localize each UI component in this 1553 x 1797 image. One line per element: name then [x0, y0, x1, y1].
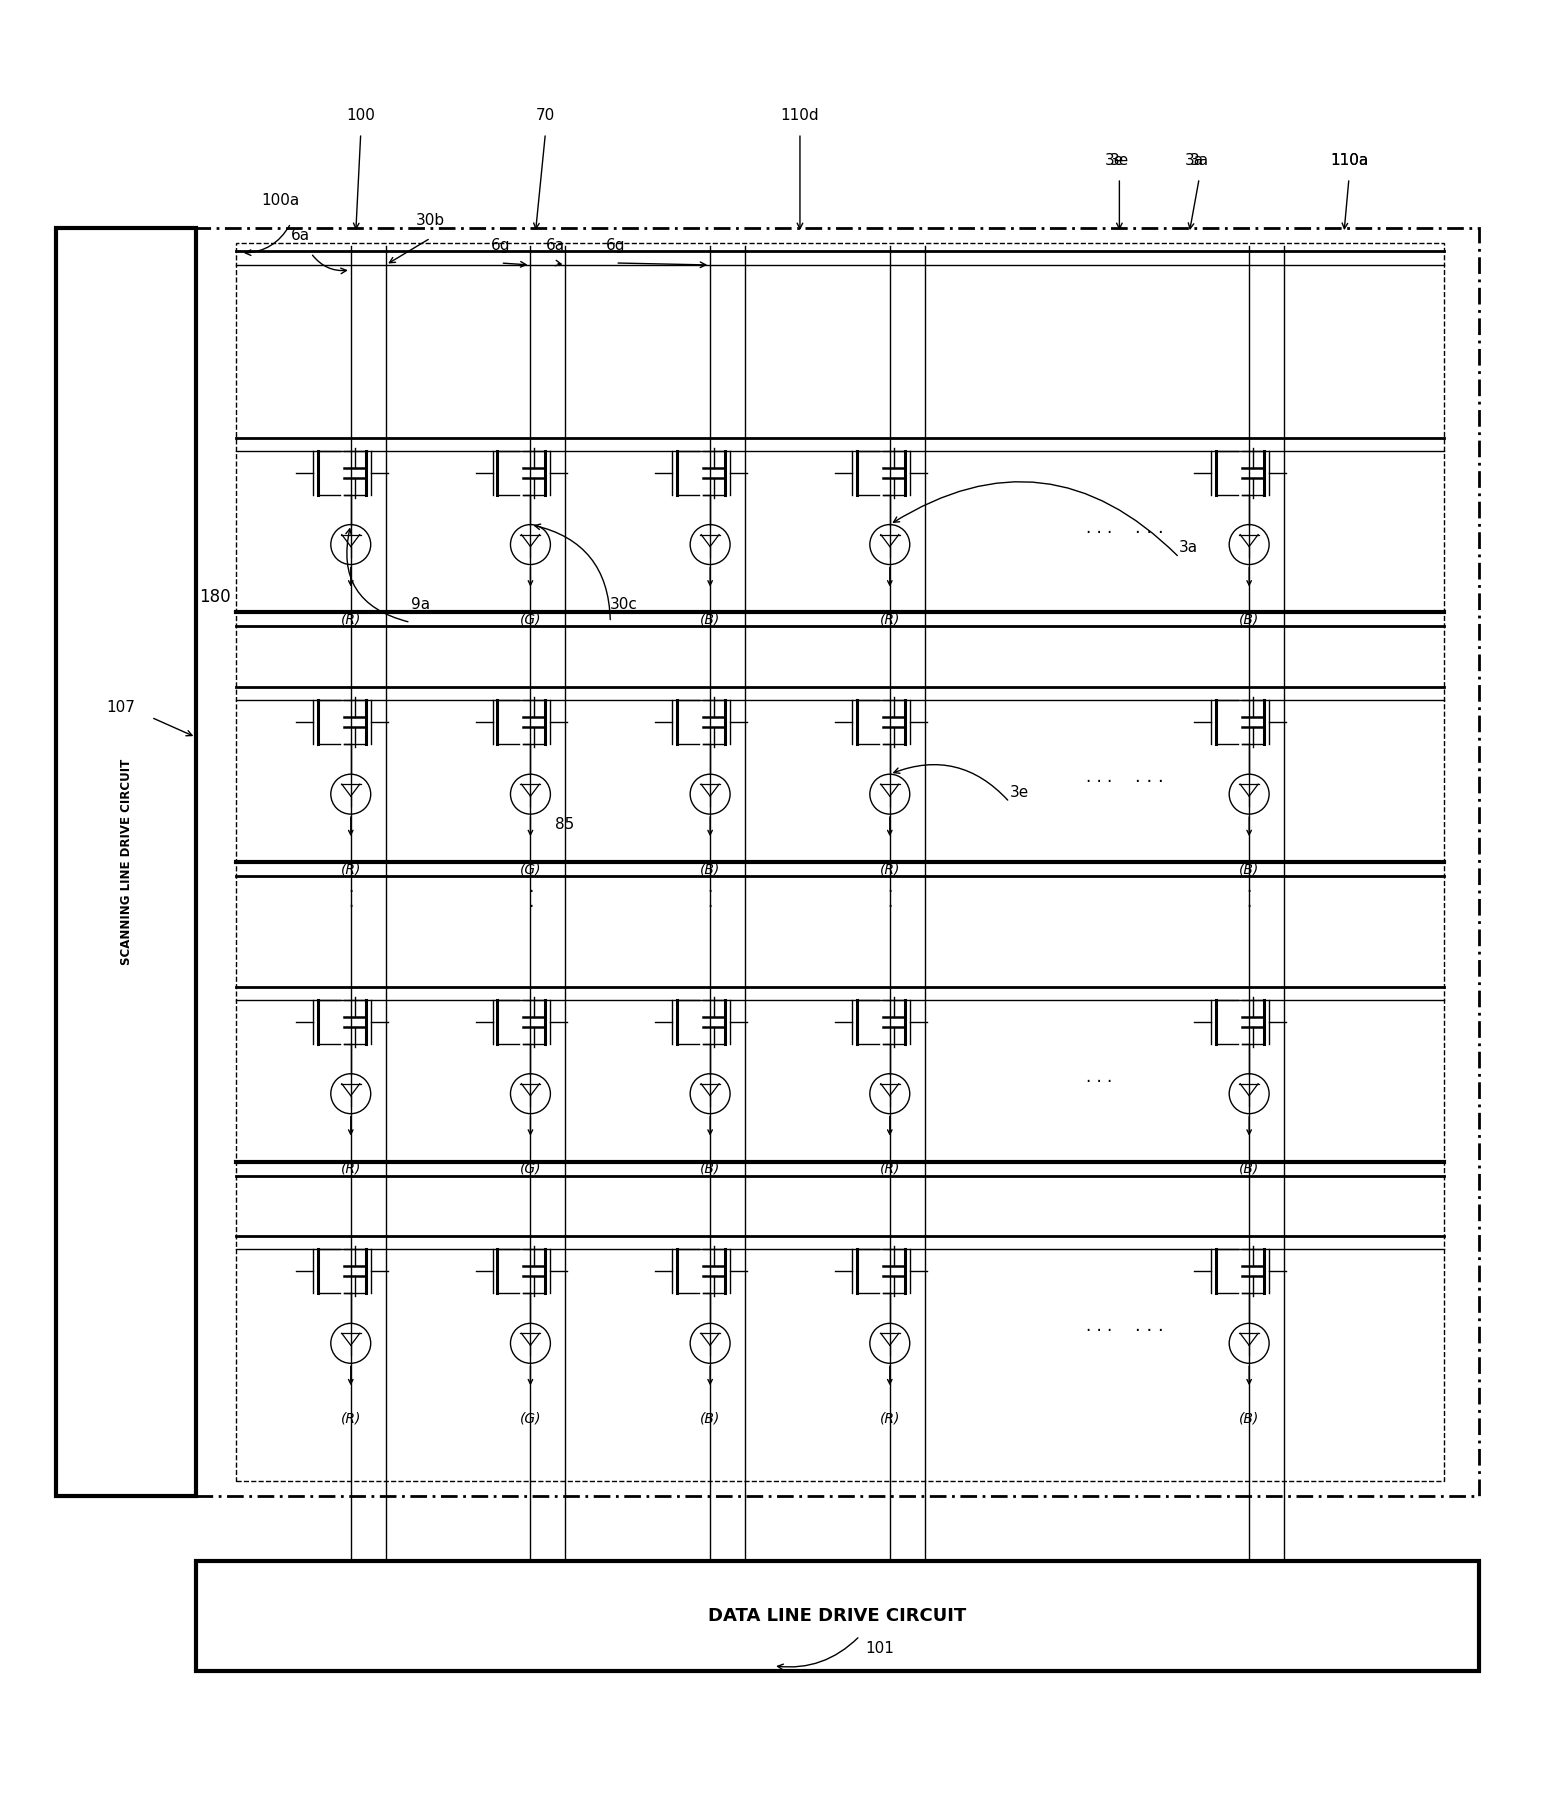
Text: 6g: 6g	[491, 237, 511, 253]
Text: 107: 107	[107, 699, 135, 715]
Text: 3a: 3a	[1179, 541, 1199, 555]
Text: · · ·: · · ·	[1135, 773, 1163, 791]
Text: (B): (B)	[700, 1161, 721, 1175]
Text: · · ·: · · ·	[1135, 523, 1163, 541]
Text: 85: 85	[556, 818, 575, 832]
Text: 3a: 3a	[1190, 153, 1208, 169]
Text: 110a: 110a	[1329, 153, 1368, 169]
Text: 110a: 110a	[1329, 153, 1368, 169]
Text: ·
·
·: · · ·	[887, 868, 893, 916]
Text: 30c: 30c	[610, 597, 638, 613]
Text: (B): (B)	[700, 1411, 721, 1425]
Text: 3e: 3e	[1009, 785, 1028, 800]
Text: (G): (G)	[520, 613, 540, 627]
Text: 100a: 100a	[261, 192, 300, 208]
Text: · · ·: · · ·	[1135, 1323, 1163, 1341]
Text: · · ·: · · ·	[1086, 1323, 1112, 1341]
Text: · · ·: · · ·	[1086, 523, 1112, 541]
Text: · · ·: · · ·	[1086, 1073, 1112, 1091]
Text: ·
·
·: · · ·	[528, 868, 533, 916]
Text: 70: 70	[536, 108, 554, 124]
Text: ·
·
·: · · ·	[1247, 868, 1252, 916]
Text: (B): (B)	[700, 863, 721, 877]
Text: (R): (R)	[879, 863, 901, 877]
Text: (B): (B)	[700, 613, 721, 627]
Text: ·
·
·: · · ·	[348, 868, 354, 916]
Text: 3e: 3e	[1110, 153, 1129, 169]
Text: 3a: 3a	[1185, 153, 1204, 169]
Text: 6a: 6a	[292, 228, 311, 243]
Text: (R): (R)	[879, 1161, 901, 1175]
Text: (R): (R)	[340, 613, 360, 627]
Bar	[56, 228, 196, 1497]
Bar	[236, 243, 1444, 1481]
Text: 180: 180	[199, 588, 231, 606]
Text: 101: 101	[865, 1641, 895, 1655]
Text: 9a: 9a	[410, 597, 430, 613]
Text: (G): (G)	[520, 1411, 540, 1425]
Text: DATA LINE DRIVE CIRCUIT: DATA LINE DRIVE CIRCUIT	[708, 1607, 966, 1624]
Text: 6a: 6a	[545, 237, 565, 253]
Text: (R): (R)	[879, 613, 901, 627]
Text: (R): (R)	[340, 863, 360, 877]
Bar	[196, 1562, 1478, 1671]
Text: 3e: 3e	[1104, 153, 1124, 169]
Text: (R): (R)	[879, 1411, 901, 1425]
Text: (B): (B)	[1239, 1161, 1259, 1175]
Text: (G): (G)	[520, 1161, 540, 1175]
Text: · · ·: · · ·	[1086, 773, 1112, 791]
Text: (R): (R)	[340, 1161, 360, 1175]
Bar	[196, 228, 1478, 1497]
Text: 30b: 30b	[416, 214, 446, 228]
Text: (R): (R)	[340, 1411, 360, 1425]
Text: ·
·
·: · · ·	[708, 868, 713, 916]
Text: 6g: 6g	[606, 237, 624, 253]
Text: (G): (G)	[520, 863, 540, 877]
Text: (B): (B)	[1239, 1411, 1259, 1425]
Text: (B): (B)	[1239, 613, 1259, 627]
Text: SCANNING LINE DRIVE CIRCUIT: SCANNING LINE DRIVE CIRCUIT	[120, 758, 132, 965]
Text: 110d: 110d	[781, 108, 820, 124]
Text: (B): (B)	[1239, 863, 1259, 877]
Text: 100: 100	[346, 108, 376, 124]
